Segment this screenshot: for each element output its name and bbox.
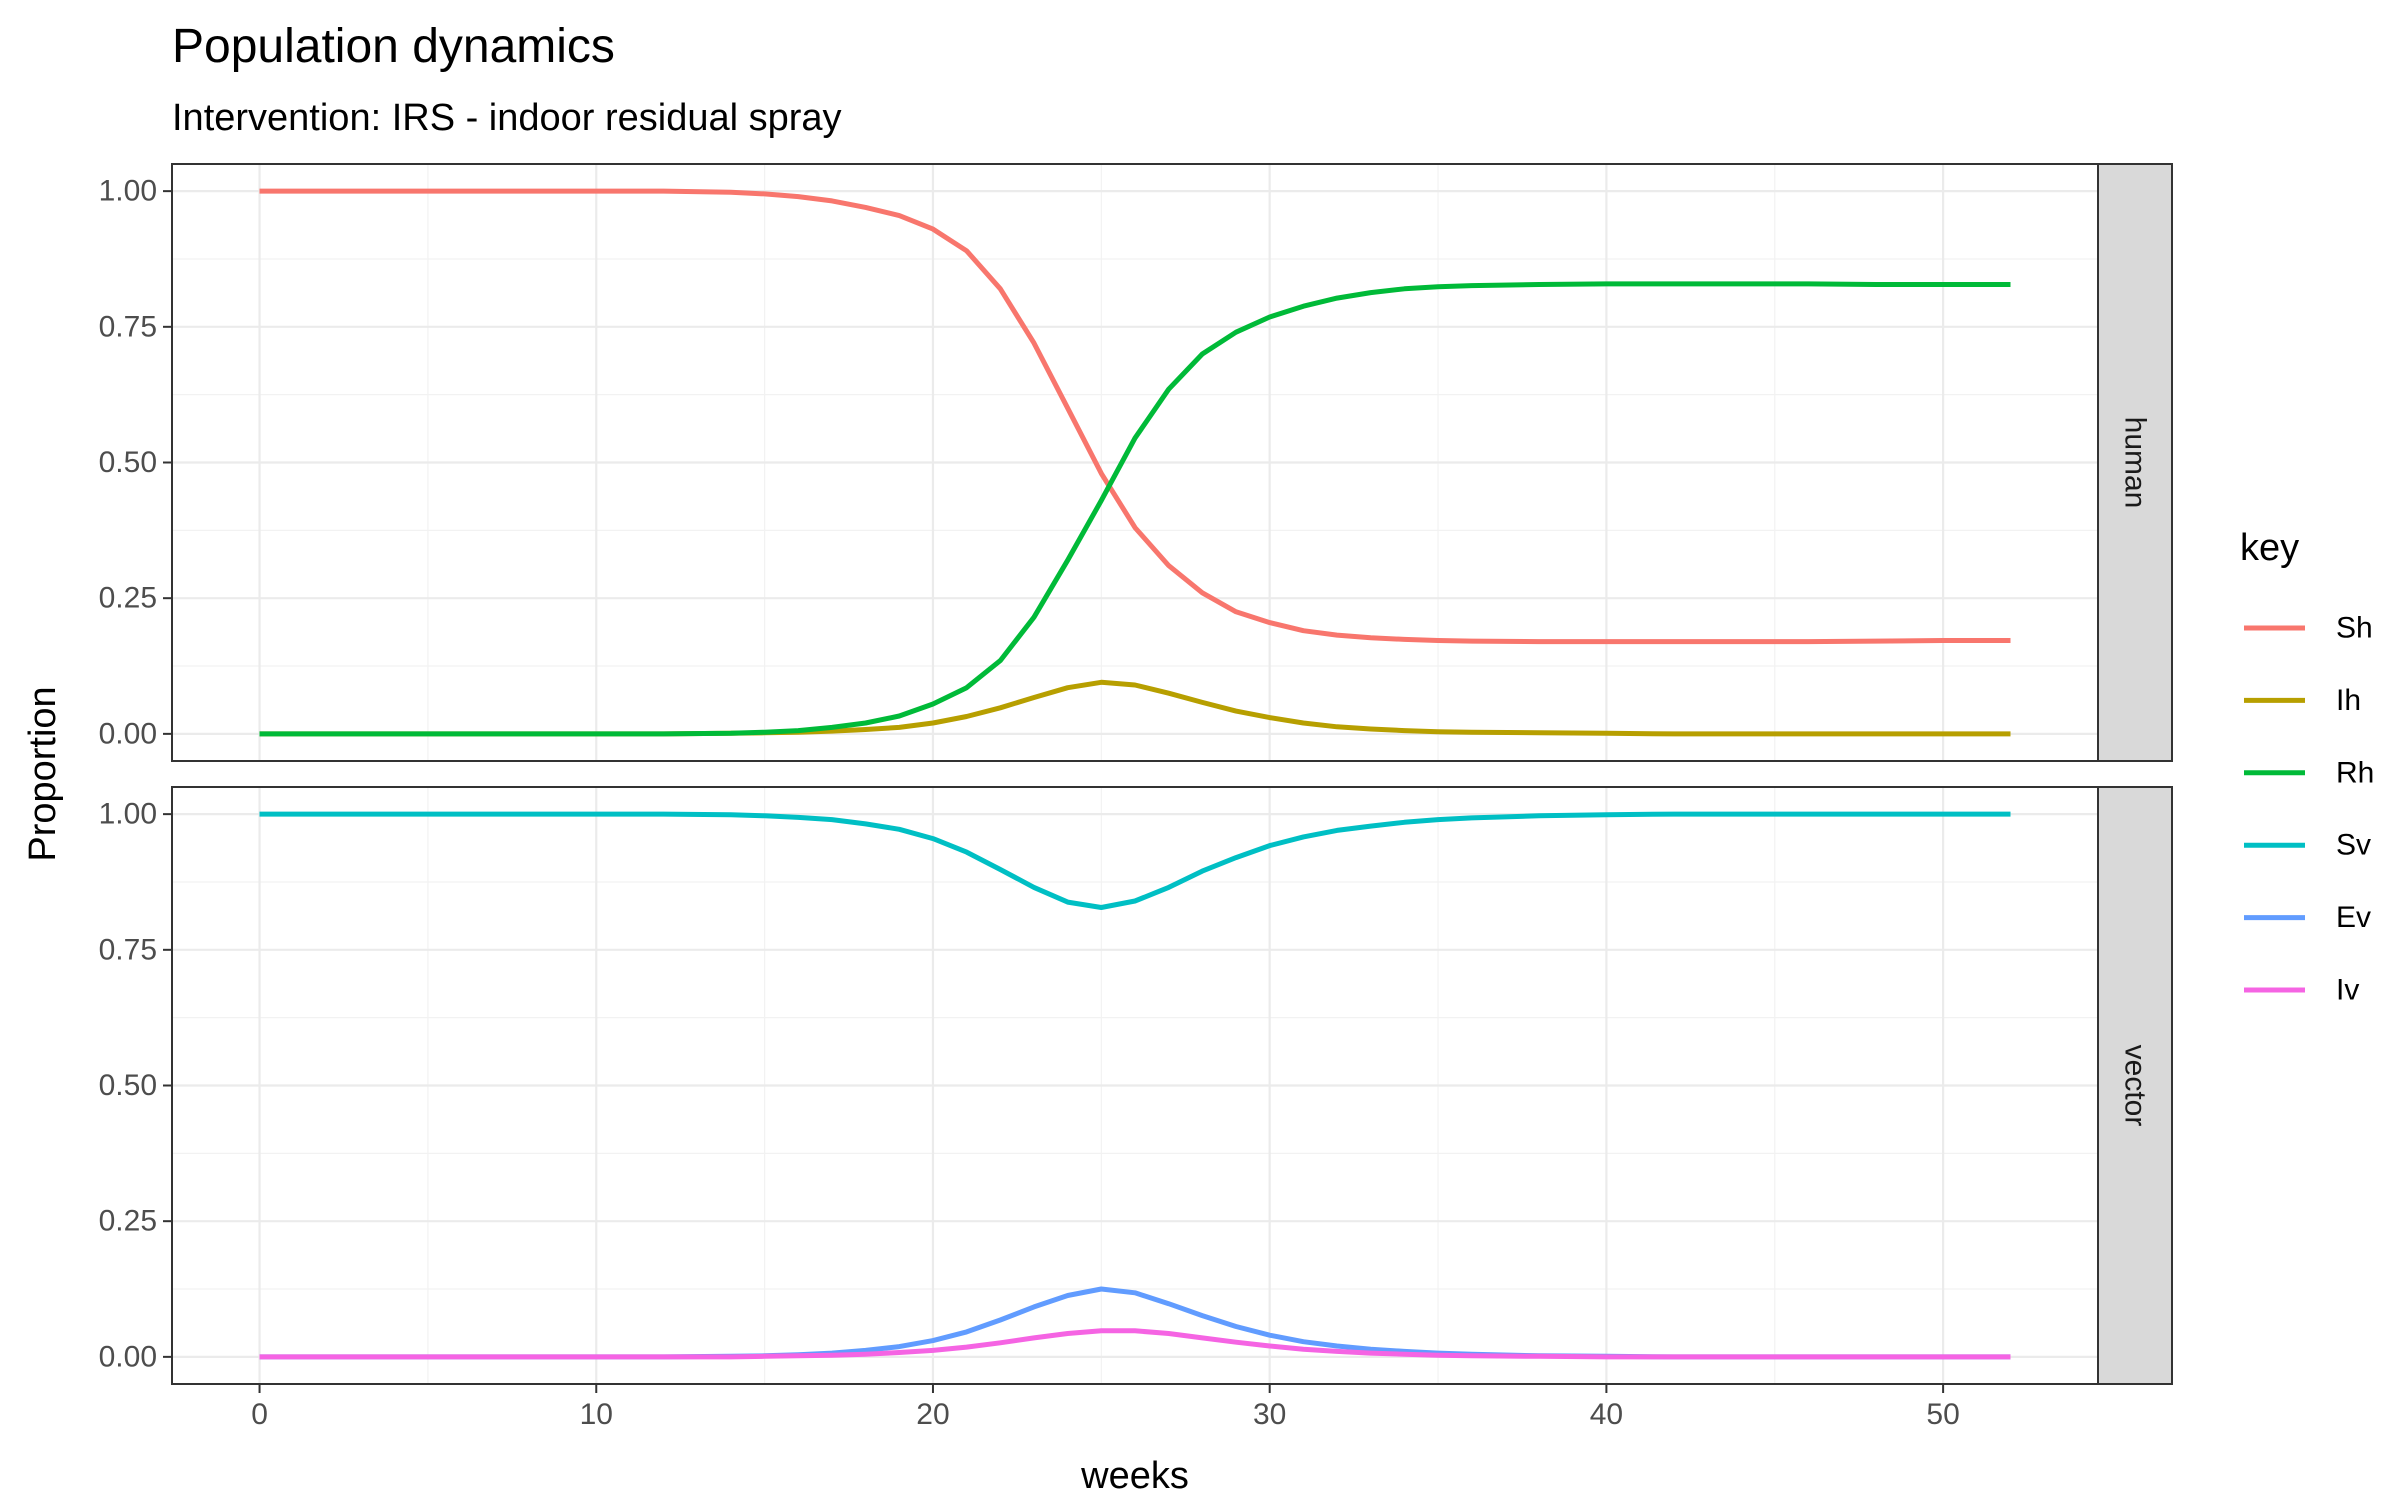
series-line-Iv — [259, 1328, 2011, 1360]
chart-subtitle: Intervention: IRS - indoor residual spra… — [172, 97, 842, 139]
legend-item-Rh: Rh — [2244, 756, 2374, 789]
facet-label-human: human — [2119, 417, 2152, 509]
facet-strip — [2097, 786, 2173, 1385]
series-line-Sh — [259, 188, 2011, 645]
y-tick-label: 0.75 — [99, 310, 157, 343]
gridlines — [172, 787, 2098, 1384]
facet-label-vector: vector — [2119, 1045, 2152, 1127]
legend-items: Sh Ih Rh Sv Ev Iv — [2244, 612, 2374, 1007]
panels: human 0.00 0.25 0.50 0.75 1.00 vector 0.00 0.25 0… — [99, 163, 2173, 1431]
facet-strip — [2097, 163, 2173, 762]
y-tick-label: 0.75 — [99, 933, 157, 966]
x-tick-label: 50 — [1926, 1398, 1959, 1431]
legend-item-Sv: Sv — [2244, 829, 2371, 862]
legend-item-Iv: Iv — [2244, 974, 2359, 1007]
x-tick-label: 30 — [1253, 1398, 1286, 1431]
legend-item-Ev: Ev — [2244, 901, 2371, 934]
legend-label: Ev — [2336, 901, 2371, 934]
legend-label: Ih — [2336, 684, 2361, 717]
legend-item-Ih: Ih — [2244, 684, 2361, 717]
panel-human: human 0.00 0.25 0.50 0.75 1.00 — [99, 163, 2173, 762]
x-tick-label: 40 — [1590, 1398, 1623, 1431]
y-tick-label: 1.00 — [99, 175, 157, 208]
series-line-Sv — [259, 811, 2011, 910]
legend-label: Sv — [2336, 829, 2371, 862]
x-axis-label: weeks — [1080, 1455, 1189, 1497]
y-tick-label: 0.00 — [99, 717, 157, 750]
x-tick-label: 10 — [580, 1398, 613, 1431]
panel-vector: vector 0.00 0.25 0.50 0.75 1.00 0 10 20 30 40 50 — [99, 786, 2173, 1431]
legend: key Sh Ih Rh Sv Ev Iv — [2240, 527, 2374, 1007]
legend-label: Sh — [2336, 612, 2373, 645]
y-tick-label: 0.25 — [99, 1205, 157, 1238]
series-line-Rh — [259, 281, 2011, 737]
y-axis-label: Proportion — [22, 686, 64, 861]
y-tick-label: 0.00 — [99, 1340, 157, 1373]
legend-label: Rh — [2336, 756, 2374, 789]
chart-title: Population dynamics — [172, 20, 615, 73]
y-tick-label: 1.00 — [99, 798, 157, 831]
legend-title: key — [2240, 527, 2299, 569]
x-tick-label: 0 — [251, 1398, 268, 1431]
y-tick-label: 0.50 — [99, 1069, 157, 1102]
y-tick-label: 0.25 — [99, 582, 157, 615]
x-tick-label: 20 — [916, 1398, 949, 1431]
legend-item-Sh: Sh — [2244, 612, 2373, 645]
y-tick-label: 0.50 — [99, 446, 157, 479]
legend-label: Iv — [2336, 974, 2359, 1007]
